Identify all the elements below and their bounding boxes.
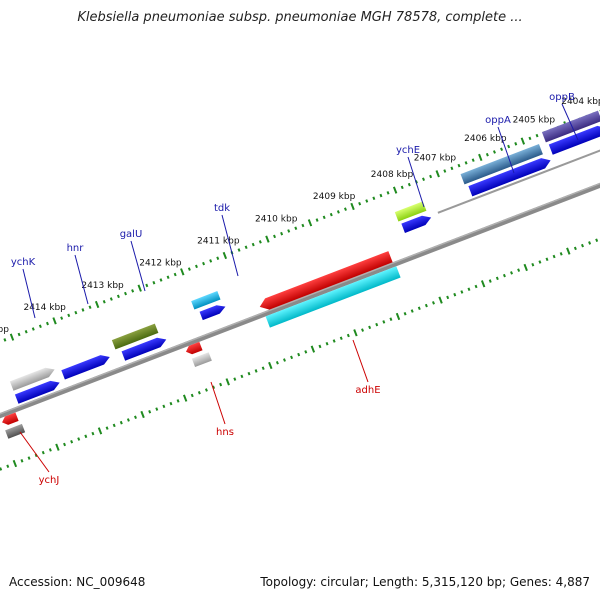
leader-line xyxy=(22,268,36,319)
leader-line xyxy=(130,240,146,292)
ychJ-gene xyxy=(2,412,19,425)
tdk-gene xyxy=(191,291,221,310)
gene-label-hnr[interactable]: hnr xyxy=(67,243,85,254)
leader-line xyxy=(497,126,515,174)
gene-label-hns[interactable]: hns xyxy=(216,427,234,438)
scale-label: 2404 kbp xyxy=(561,97,600,107)
gene-label-oppB[interactable]: oppB xyxy=(549,92,575,103)
scale-label: 2414 kbp xyxy=(23,303,66,313)
outer-scale xyxy=(3,109,600,342)
scale-label: 2410 kbp xyxy=(255,214,298,224)
scale-label: 2408 kbp xyxy=(371,170,414,180)
scale-label: 2411 kbp xyxy=(197,237,240,247)
hnr-gene xyxy=(61,355,110,380)
gene-label-ychE[interactable]: ychE xyxy=(396,145,420,156)
scale-label: 2405 kbp xyxy=(513,115,556,125)
gene-label-adhE[interactable]: adhE xyxy=(355,385,380,396)
oppB-gene-strand xyxy=(548,125,600,155)
oppA-gene-strand xyxy=(468,158,551,197)
gene-label-tdk[interactable]: tdk xyxy=(214,203,230,214)
gene-label-galU[interactable]: galU xyxy=(120,229,143,240)
leader-line xyxy=(74,254,89,305)
ychJ-gene-strand xyxy=(5,423,26,439)
scale-label: 2407 kbp xyxy=(414,153,457,163)
map-title: Klebsiella pneumoniae subsp. pneumoniae … xyxy=(77,10,523,25)
adhE-gene xyxy=(265,266,401,328)
accession-text: Accession: NC_009648 xyxy=(9,575,146,589)
hns-gene-strand xyxy=(191,352,212,368)
gene-label-oppA[interactable]: oppA xyxy=(485,115,511,126)
scale-label: 2409 kbp xyxy=(313,192,356,202)
oppA-gene xyxy=(460,144,543,185)
hns-gene xyxy=(185,341,203,355)
scale-label: 2413 kbp xyxy=(81,281,124,291)
ychK-gene xyxy=(9,367,55,391)
scale-label: 2412 kbp xyxy=(139,259,182,269)
leader-line xyxy=(221,214,239,277)
scale-label: 2406 kbp xyxy=(464,134,507,144)
gene-label-ychK[interactable]: ychK xyxy=(11,257,36,268)
galU-gene xyxy=(111,323,159,350)
ychE-gene xyxy=(394,201,427,222)
leader-line xyxy=(210,381,226,425)
ychE-gene-strand xyxy=(401,215,432,233)
galU-gene-strand xyxy=(121,337,167,361)
leader-line xyxy=(561,103,579,141)
leader-line xyxy=(352,339,369,383)
leader-line xyxy=(19,431,50,473)
ychK-gene-strand xyxy=(14,380,60,404)
topology-text: Topology: circular; Length: 5,315,120 bp… xyxy=(260,575,590,589)
leader-line xyxy=(407,156,425,208)
scale-label: 2415 kbp xyxy=(0,325,9,335)
inner-scale xyxy=(0,238,599,471)
gene-label-ychJ[interactable]: ychJ xyxy=(39,475,60,486)
tdk-gene-strand xyxy=(199,305,226,321)
genome-backbone xyxy=(0,147,600,454)
adhE-gene-red xyxy=(259,251,393,310)
